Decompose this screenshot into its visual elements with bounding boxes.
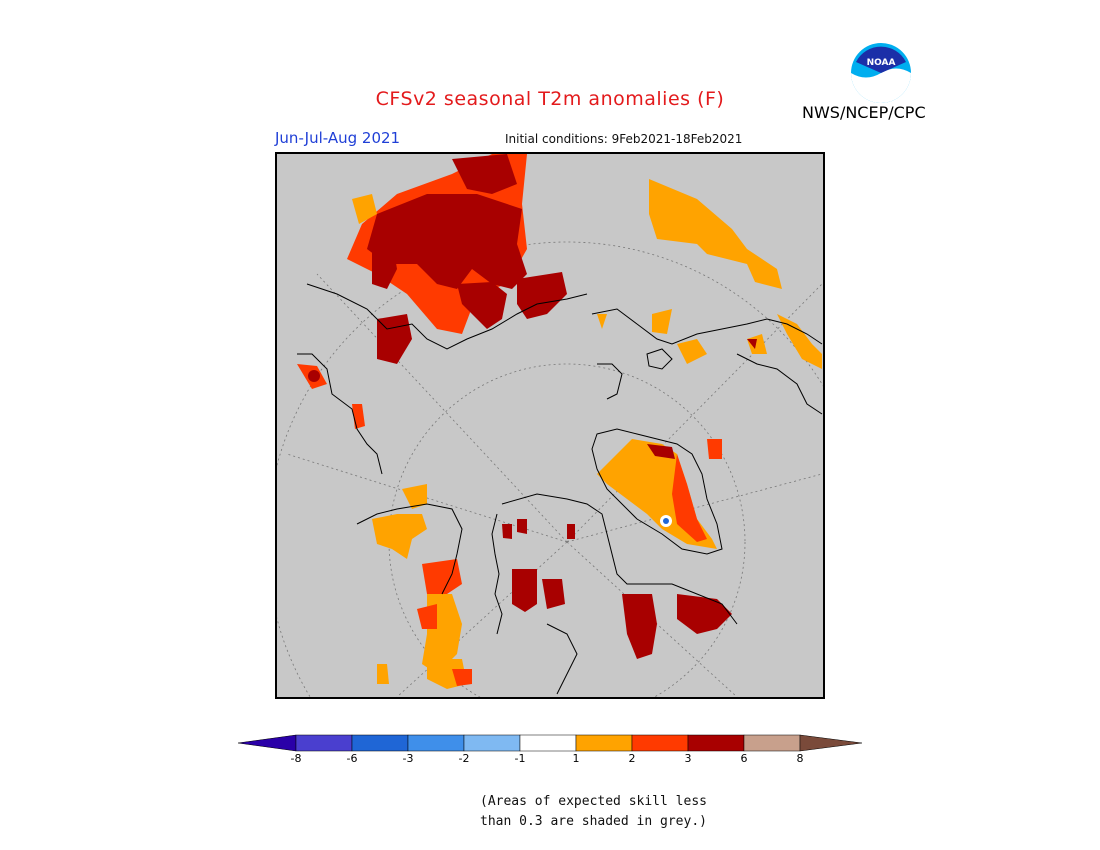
polar-map <box>275 152 825 699</box>
coastlines <box>297 283 823 695</box>
agency-label: NWS/NCEP/CPC <box>802 103 926 122</box>
map-svg <box>277 154 823 697</box>
colorbar-tick-label: -8 <box>290 752 302 765</box>
footnote-line: (Areas of expected skill less <box>480 794 707 809</box>
anomaly-eurasia <box>297 154 567 429</box>
season-label: Jun-Jul-Aug 2021 <box>275 129 401 147</box>
anomaly-greenland <box>597 439 722 549</box>
map-title: CFSv2 seasonal T2m anomalies (F) <box>375 88 725 110</box>
colorbar-bin <box>687 734 745 752</box>
noaa-logo-text: NOAA <box>867 58 896 68</box>
skill-footnote: (Areas of expected skill less than 0.3 a… <box>480 792 707 832</box>
initial-conditions-label: Initial conditions: 9Feb2021-18Feb2021 <box>505 132 743 146</box>
colorbar-tick-label: 8 <box>796 752 804 765</box>
colorbar-over-arrow <box>799 734 862 752</box>
colorbar-tick-label: 2 <box>628 752 636 765</box>
colorbar-under-arrow <box>238 734 297 752</box>
colorbar-bin <box>575 734 633 752</box>
anomaly-asia <box>502 519 732 659</box>
colorbar-bin <box>407 734 465 752</box>
colorbar-tick-label: -6 <box>346 752 358 765</box>
noaa-logo: NOAA <box>851 43 911 103</box>
colorbar-tick-label: 6 <box>740 752 748 765</box>
colorbar-tick-label: -3 <box>402 752 414 765</box>
colorbar-tick-label: 3 <box>684 752 692 765</box>
colorbar-bin <box>631 734 689 752</box>
colorbar-bin <box>295 734 353 752</box>
anomaly-north-america <box>597 179 822 369</box>
colorbar-tick-label: -2 <box>458 752 470 765</box>
colorbar-bin <box>519 734 577 752</box>
colorbar-bin <box>351 734 409 752</box>
footnote-line: than 0.3 are shaded in grey.) <box>480 814 707 829</box>
colorbar-tick-label: -1 <box>514 752 526 765</box>
colorbar <box>238 734 862 752</box>
colorbar-bin <box>743 734 801 752</box>
colorbar-tick-label: 1 <box>572 752 580 765</box>
colorbar-bin <box>463 734 521 752</box>
anomaly-europe <box>372 484 472 689</box>
